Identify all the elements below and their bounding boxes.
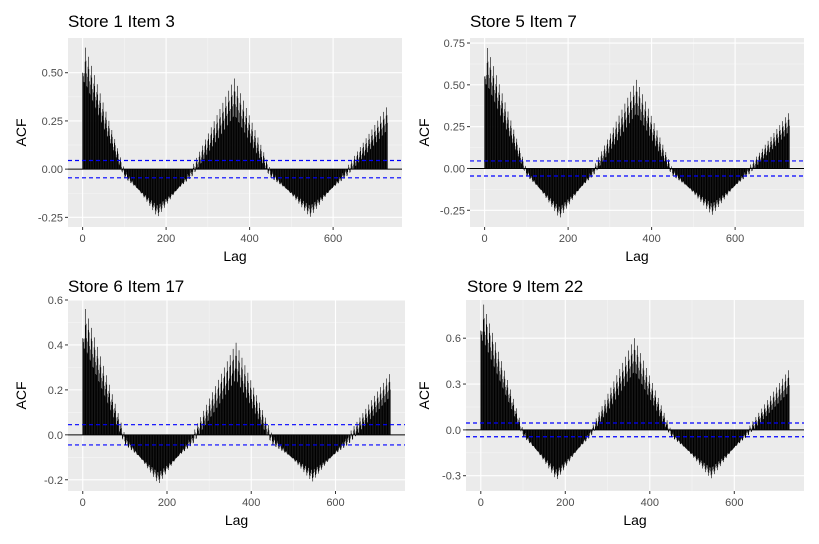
y-tick-label: -0.2 [44,475,63,487]
y-axis-title: ACF [13,382,29,410]
chart-panel-store5-item7: -0.25 0.00 0.25 0.50 0.75 0 200 400 600 Lag ACF Sto… [410,0,819,272]
acf-bars [82,308,391,484]
y-tick-label: 0.50 [42,68,63,80]
x-tick-label: 600 [725,497,743,509]
x-axis-title: Lag [225,512,248,528]
x-axis-title: Lag [223,248,246,264]
y-tick-label: 0.50 [444,80,465,92]
x-tick-label: 600 [324,233,342,245]
x-tick-label: 600 [326,497,344,509]
y-tick-label: 0.3 [446,379,461,391]
y-axis-title: ACF [416,119,432,147]
y-tick-label: -0.25 [440,205,465,217]
x-tick-label: 400 [242,497,260,509]
y-axis-title: ACF [416,382,432,410]
x-tick-label: 400 [642,233,660,245]
y-tick-label: -0.3 [442,471,461,483]
x-tick-label: 200 [556,497,574,509]
y-tick-label: 0.25 [42,116,63,128]
chart-panel-store9-item22: -0.3 0.0 0.3 0.6 0 200 400 600 Lag ACF Store 9 Ite… [410,272,819,544]
acf-bars [484,48,790,218]
x-tick-label: 200 [158,497,176,509]
y-axis-title: ACF [13,119,29,147]
chart-panel-store6-item17: -0.2 0.0 0.2 0.4 0.6 0 200 400 600 Lag ACF Store 6 … [0,272,410,544]
acf-bars [480,304,790,480]
y-tick-label: 0.0 [446,425,461,437]
chart-title: Store 5 Item 7 [470,12,577,31]
y-tick-label: 0.00 [444,163,465,175]
y-tick-label: 0.00 [42,164,63,176]
chart-title: Store 6 Item 17 [68,277,184,296]
y-tick-label: 0.2 [48,385,63,397]
x-tick-label: 600 [726,233,744,245]
chart-panel-store1-item3: -0.25 0.00 0.25 0.50 0 200 400 600 Lag ACF Store 1… [0,0,410,272]
x-tick-label: 200 [559,233,577,245]
y-tick-label: -0.25 [38,212,63,224]
x-axis-title: Lag [623,512,646,528]
acf-bars [82,47,388,217]
x-tick-label: 0 [478,497,484,509]
y-tick-label: 0.25 [444,122,465,134]
x-tick-label: 0 [80,497,86,509]
x-axis-title: Lag [625,248,648,264]
y-tick-label: 0.75 [444,38,465,50]
y-tick-label: 0.6 [446,333,461,345]
x-tick-label: 0 [80,233,86,245]
y-tick-label: 0.0 [48,430,63,442]
chart-title: Store 9 Item 22 [467,277,583,296]
acf-chart-svg: -0.2 0.0 0.2 0.4 0.6 0 200 400 600 Lag ACF Store 6 … [13,277,405,528]
y-tick-label: 0.4 [48,340,63,352]
acf-chart-svg: -0.3 0.0 0.3 0.6 0 200 400 600 Lag ACF Store 9 Ite… [416,277,804,528]
x-tick-label: 400 [641,497,659,509]
acf-chart-svg: -0.25 0.00 0.25 0.50 0 200 400 600 Lag ACF Store 1… [13,12,402,264]
x-tick-label: 200 [157,233,175,245]
acf-chart-svg: -0.25 0.00 0.25 0.50 0.75 0 200 400 600 Lag ACF Sto… [416,12,804,264]
chart-title: Store 1 Item 3 [68,12,175,31]
x-tick-label: 400 [240,233,258,245]
y-tick-label: 0.6 [48,295,63,307]
x-tick-label: 0 [482,233,488,245]
